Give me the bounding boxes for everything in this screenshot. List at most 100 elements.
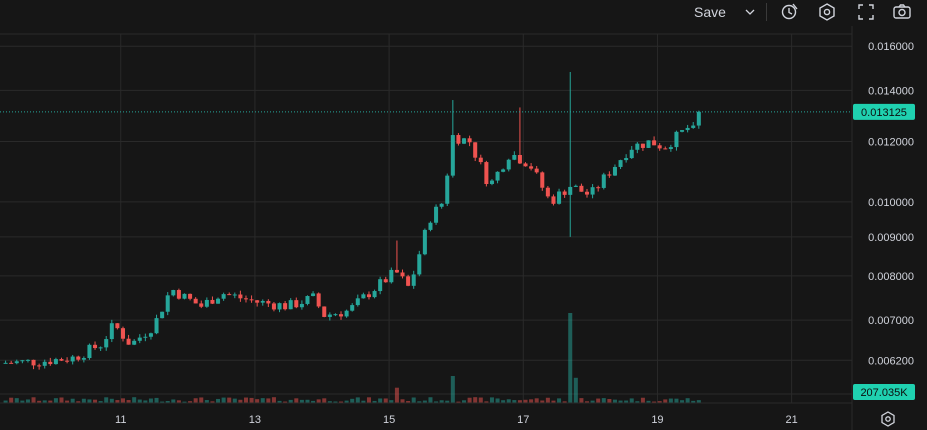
candle-body [406,276,411,286]
candle-body [596,187,601,189]
volume-bar [148,398,153,403]
candle-body [154,318,159,334]
top-toolbar: Save [0,0,927,26]
candle-body [612,166,617,176]
volume-bar [311,400,316,403]
volume-bar [635,401,640,403]
volume-bar [98,401,103,403]
volume-bar [271,397,276,403]
candle-body [545,187,550,197]
candle-body [132,340,137,345]
last-price-label: 0.013125 [861,107,907,119]
volume-bar [93,399,98,403]
volume-bar [299,399,304,403]
fullscreen-icon[interactable] [853,0,879,24]
price-tick-label: 0.014000 [868,85,914,97]
volume-bars [3,313,701,403]
volume-bar [668,398,673,403]
candle-body [668,147,673,150]
candle-body [288,300,293,310]
save-button[interactable]: Save [694,4,726,20]
time-axis[interactable]: 11 13 15 17 19 21 [115,414,798,426]
volume-bar [523,399,528,403]
volume-bar [467,397,472,403]
volume-bar [366,397,371,403]
candle-body [14,361,19,364]
volume-bar [462,400,467,403]
candle-body [529,166,534,169]
price-tick-label: 0.010000 [868,197,914,209]
candle-body [568,186,573,195]
toolbar-separator [766,3,767,21]
volume-bar [243,397,248,403]
candle-body [120,328,126,339]
volume-bar [255,399,260,403]
volume-bar [691,400,696,403]
candle-body [501,169,506,172]
volume-bar [87,399,92,403]
alert-icon[interactable] [777,0,803,24]
volume-bar [25,399,30,403]
candle-body [584,191,590,195]
candle-body [646,140,651,148]
candle-body [311,293,316,297]
candle-body [20,360,25,362]
candlestick-chart[interactable]: 0.016000 0.014000 0.012000 0.010000 0.009000… [0,26,927,430]
candle-body [579,185,584,192]
volume-bar [227,397,232,403]
volume-bar [176,400,181,403]
volume-bar [445,400,450,403]
candle-body [685,127,690,131]
candle-body [691,125,696,128]
candle-body [249,299,254,301]
candle-body [618,160,623,167]
volume-bar [339,401,344,403]
candle-body [400,272,405,277]
candle-body [428,222,433,230]
volume-bar [3,400,8,403]
volume-bar [501,400,506,403]
volume-bar [260,398,265,403]
volume-bar [596,398,601,403]
volume-bar [573,377,578,403]
volume-bar [327,401,332,403]
volume-bar [590,400,595,403]
candle-body [104,339,109,348]
volume-bar [283,401,288,403]
candle-body [450,135,455,176]
volume-bar [506,399,511,403]
volume-bar [204,400,209,403]
volume-bar [53,398,58,403]
volume-bar [132,397,137,403]
scale-settings-icon[interactable] [881,411,895,427]
candle-body [540,172,545,188]
price-axis[interactable]: 0.016000 0.014000 0.012000 0.010000 0.009000… [868,41,914,401]
candle-body [327,314,332,317]
candle-body [512,154,517,160]
volume-bar [607,398,612,403]
candle-body [495,171,500,181]
volume-bar [456,401,461,403]
volume-bar [584,401,590,403]
candle-body [260,300,265,303]
candle-body [193,298,198,304]
volume-bar [657,401,662,403]
candle-body [299,303,304,308]
time-tick-label: 11 [115,414,126,426]
volume-bar [104,397,109,403]
candle-body [657,145,662,149]
candle-body [411,274,416,286]
camera-icon[interactable] [889,0,915,24]
volume-bar [31,397,36,403]
volume-bar [562,401,567,403]
volume-bar [512,400,517,403]
candle-body [344,310,349,317]
candle-body [506,159,511,170]
chevron-down-icon[interactable] [742,0,758,24]
candle-body [394,269,399,273]
volume-bar [529,399,534,403]
price-tick-label: 0.006200 [868,355,914,367]
candle-body [70,356,75,362]
volume-bar [115,400,120,403]
hexagon-settings-icon[interactable] [814,0,840,24]
